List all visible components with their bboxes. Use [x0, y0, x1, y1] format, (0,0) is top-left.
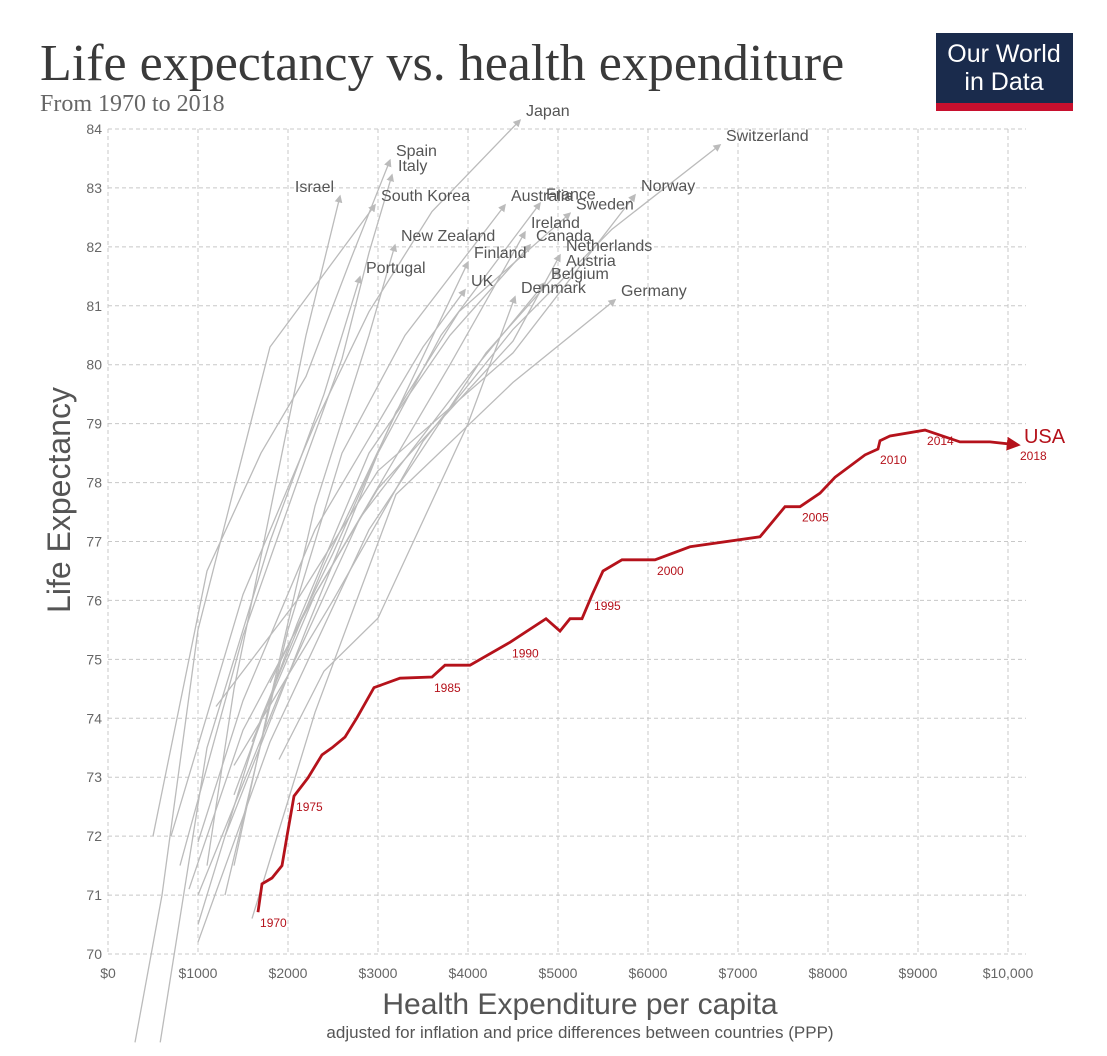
country-line	[197, 281, 546, 896]
country-line	[233, 243, 398, 866]
series-label: Canada	[536, 228, 592, 245]
y-tick-label: 74	[86, 710, 102, 726]
series-label: South Korea	[381, 188, 470, 205]
country-line	[206, 194, 343, 866]
x-tick-label: $2000	[269, 965, 308, 981]
year-label: 1995	[594, 599, 621, 613]
year-label: 1975	[296, 800, 323, 814]
year-label: 2010	[880, 453, 907, 467]
y-axis-label: Life Expectancy	[41, 387, 77, 613]
series-label: Italy	[398, 158, 427, 175]
country-line	[251, 253, 561, 743]
y-tick-label: 83	[86, 180, 102, 196]
year-label: 2000	[657, 564, 684, 578]
year-label: 2014	[927, 434, 954, 448]
year-label: 2018	[1020, 449, 1047, 463]
y-tick-label: 76	[86, 592, 102, 608]
country-line	[197, 260, 469, 925]
series-label: France	[546, 186, 596, 203]
year-label: 1970	[260, 916, 287, 930]
country-line	[179, 173, 394, 866]
series-label: Portugal	[366, 260, 426, 277]
country-line	[278, 295, 517, 760]
country-line	[170, 119, 522, 837]
country-line	[152, 158, 392, 837]
y-tick-label: 71	[86, 887, 102, 903]
series-label: Japan	[526, 103, 570, 120]
y-tick-label: 84	[86, 121, 102, 137]
series-label: Austria	[566, 253, 616, 270]
x-tick-label: $1000	[179, 965, 218, 981]
y-tick-label: 70	[86, 946, 102, 962]
y-tick-label: 78	[86, 475, 102, 491]
series-label: Ireland	[531, 215, 580, 232]
series-label: Netherlands	[566, 238, 652, 255]
x-axis-label: Health Expenditure per capita	[382, 988, 778, 1021]
y-tick-label: 72	[86, 828, 102, 844]
year-label: 1985	[434, 681, 461, 695]
y-tick-label: 75	[86, 651, 102, 667]
series-label: Spain	[396, 143, 437, 160]
series-label: Germany	[621, 283, 687, 300]
country-line	[197, 288, 466, 843]
series-label: Finland	[474, 245, 526, 262]
x-tick-label: $3000	[359, 965, 398, 981]
series-label: Sweden	[576, 196, 634, 213]
series-label: Switzerland	[726, 128, 809, 145]
logo-box	[936, 33, 1073, 103]
y-tick-label: 82	[86, 239, 102, 255]
x-axis-sublabel: adjusted for inflation and price differe…	[326, 1023, 833, 1042]
x-tick-label: $8000	[809, 965, 848, 981]
country-line	[224, 203, 506, 896]
x-tick-label: $9000	[899, 965, 938, 981]
series-label: Belgium	[551, 266, 609, 283]
country-line	[224, 202, 541, 837]
series-label: Norway	[641, 178, 695, 195]
y-tick-label: 77	[86, 534, 102, 550]
y-tick-label: 81	[86, 298, 102, 314]
logo-bar	[936, 103, 1073, 111]
y-tick-label: 73	[86, 769, 102, 785]
y-tick-label: 79	[86, 416, 102, 432]
country-line	[159, 275, 362, 1043]
series-label: UK	[471, 273, 494, 290]
y-tick-label: 80	[86, 357, 102, 373]
x-tick-label: $7000	[719, 965, 758, 981]
year-label: 1990	[512, 646, 539, 660]
year-label: 2005	[802, 511, 829, 525]
country-line	[197, 268, 562, 943]
x-tick-label: $10,000	[983, 965, 1034, 981]
series-label: Australia	[511, 188, 573, 205]
highlight-line	[256, 428, 1021, 913]
x-tick-label: $6000	[629, 965, 668, 981]
chart-title: Life expectancy vs. health expenditure	[40, 35, 844, 92]
series-label: Israel	[295, 179, 334, 196]
series-label: USA	[1024, 426, 1066, 448]
logo: Our World in Data	[936, 33, 1073, 111]
series-label: Denmark	[521, 280, 587, 297]
chart-subtitle: From 1970 to 2018	[40, 91, 225, 117]
country-line	[251, 298, 617, 919]
x-tick-label: $5000	[539, 965, 578, 981]
x-tick-label: $0	[100, 965, 116, 981]
country-line	[233, 143, 722, 766]
x-tick-label: $4000	[449, 965, 488, 981]
series-label: New Zealand	[401, 228, 495, 245]
country-line	[134, 203, 376, 1043]
logo-text: in Data	[964, 68, 1043, 96]
logo-text: Our World	[947, 40, 1060, 68]
